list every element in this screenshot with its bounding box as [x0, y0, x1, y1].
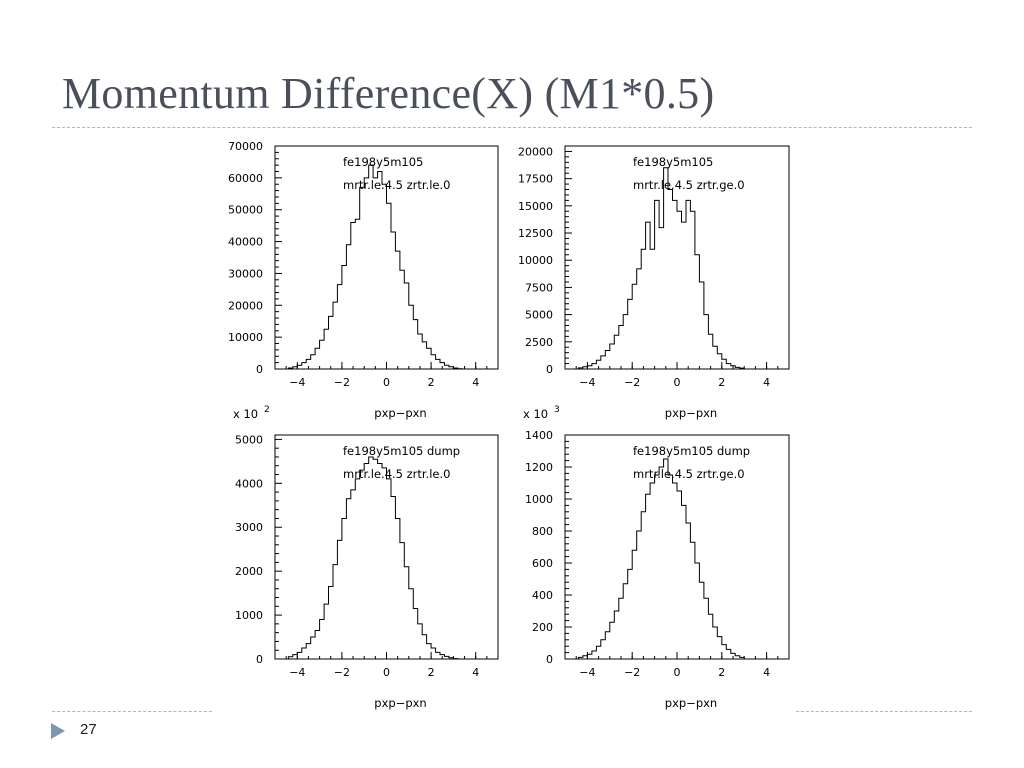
y-tick-label: 200 — [532, 621, 553, 634]
footer-divider-left — [52, 711, 212, 712]
x-tick-label: −2 — [334, 666, 350, 679]
x-tick-label: −4 — [289, 666, 305, 679]
histogram-panel-4: 0 200 400 600 800 1000 1200 1400 −4 −2 0 2 4 fe198y5m… — [523, 405, 790, 710]
y-tick-label: 3000 — [235, 521, 263, 534]
x-tick-label: 2 — [428, 376, 435, 389]
y-tick-label: 1000 — [525, 493, 553, 506]
y-scale-label: x 10 — [523, 407, 548, 421]
legend-text: fe198y5m105 — [633, 155, 713, 169]
x-tick-label: 4 — [763, 666, 770, 679]
x-tick-label: 2 — [718, 376, 725, 389]
y-tick-label: 15000 — [518, 200, 553, 213]
y-tick-label: 0 — [546, 653, 553, 666]
y-tick-label: 0 — [256, 653, 263, 666]
legend-text: mrtr.le.4.5 zrtr.ge.0 — [633, 178, 745, 192]
legend-text: fe198y5m105 — [343, 155, 423, 169]
y-tick-label: 0 — [546, 363, 553, 376]
slide-title: Momentum Difference(X) (M1*0.5) — [62, 69, 715, 118]
histogram-bars — [574, 167, 785, 370]
page-number: 27 — [80, 721, 97, 738]
y-tick-label: 800 — [532, 525, 553, 538]
y-tick-label: 600 — [532, 557, 553, 570]
legend-text: fe198y5m105 dump — [633, 444, 750, 458]
x-tick-label: 0 — [674, 376, 681, 389]
y-scale-label: x 10 — [233, 407, 258, 421]
x-tick-label: 2 — [718, 666, 725, 679]
x-tick-label: 4 — [472, 376, 479, 389]
x-tick-label: 4 — [763, 376, 770, 389]
y-scale-exponent: 3 — [554, 405, 560, 415]
y-tick-label: 20000 — [228, 299, 263, 312]
y-tick-label: 0 — [256, 363, 263, 376]
y-tick-label: 1000 — [235, 609, 263, 622]
y-tick-label: 4000 — [235, 477, 263, 490]
y-tick-label: 1200 — [525, 461, 553, 474]
y-tick-label: 10000 — [518, 254, 553, 267]
x-tick-label: 0 — [383, 666, 390, 679]
footer-divider-right — [796, 711, 972, 712]
title-divider — [52, 127, 972, 128]
y-tick-label: 12500 — [518, 227, 553, 240]
x-axis-label: pxp−pxn — [665, 406, 717, 420]
x-axis-label: pxp−pxn — [665, 696, 717, 710]
x-tick-label: −4 — [579, 666, 595, 679]
x-tick-label: −4 — [289, 376, 305, 389]
y-tick-label: 1400 — [525, 429, 553, 442]
x-axis-label: pxp−pxn — [374, 696, 426, 710]
y-tick-label: 7500 — [525, 281, 553, 294]
y-tick-label: 5000 — [525, 309, 553, 322]
x-tick-label: −2 — [334, 376, 350, 389]
histogram-panel-3: 0 1000 2000 3000 4000 5000 −4 −2 0 2 4 fe198y5m105 … — [233, 405, 499, 710]
y-tick-label: 2000 — [235, 565, 263, 578]
histogram-panel-2: 0 2500 5000 7500 10000 12500 15000 17500 20000 −4… — [518, 145, 790, 420]
footer-arrow-icon — [51, 723, 65, 739]
y-tick-label: 40000 — [228, 236, 263, 249]
histogram-panel-1: 0 10000 20000 30000 40000 50000 60000 70000 −4 −2… — [228, 140, 499, 420]
legend-text: mrtr.le.4.5 zrtr.le.0 — [343, 178, 450, 192]
y-tick-label: 5000 — [235, 433, 263, 446]
histogram-bars — [574, 458, 785, 660]
legend-text: mrtr.le.4.5 zrtr.le.0 — [343, 467, 450, 481]
x-tick-label: −2 — [624, 666, 640, 679]
y-tick-label: 400 — [532, 589, 553, 602]
x-tick-label: −4 — [579, 376, 595, 389]
x-axis-label: pxp−pxn — [374, 406, 426, 420]
legend-text: mrtr.le.4.5 zrtr.ge.0 — [633, 467, 745, 481]
y-tick-label: 70000 — [228, 140, 263, 153]
histogram-bars — [283, 164, 494, 370]
y-tick-label: 10000 — [228, 331, 263, 344]
y-scale-exponent: 2 — [264, 405, 270, 415]
y-tick-label: 2500 — [525, 336, 553, 349]
y-tick-label: 20000 — [518, 145, 553, 158]
x-tick-label: −2 — [624, 376, 640, 389]
legend-text: fe198y5m105 dump — [343, 444, 460, 458]
x-tick-label: 4 — [472, 666, 479, 679]
x-tick-label: 2 — [428, 666, 435, 679]
y-tick-label: 17500 — [518, 173, 553, 186]
x-tick-label: 0 — [383, 376, 390, 389]
histogram-bars — [283, 456, 494, 660]
y-tick-label: 60000 — [228, 172, 263, 185]
y-tick-label: 30000 — [228, 267, 263, 280]
y-tick-label: 50000 — [228, 204, 263, 217]
x-tick-label: 0 — [674, 666, 681, 679]
